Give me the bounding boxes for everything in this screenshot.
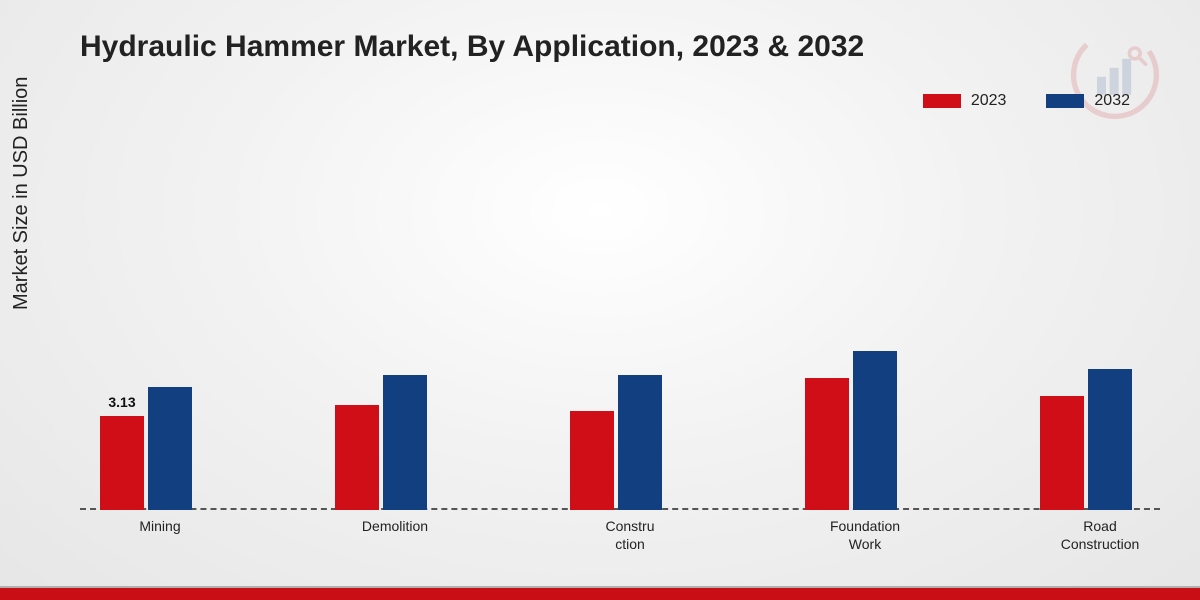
bar-2023-mining: 3.13 [100,416,144,510]
legend-item-2023: 2023 [923,92,1007,110]
bar-2023-foundation [805,378,849,510]
chart-canvas: Hydraulic Hammer Market, By Application,… [0,0,1200,600]
bar-2023-demolition [335,405,379,510]
bar-2032-demolition [383,375,427,510]
legend-item-2032: 2032 [1046,92,1130,110]
category-label-demolition: Demolition [329,510,461,536]
category-label-foundation: Foundation Work [799,510,931,553]
legend-swatch-2032 [1046,94,1084,108]
bar-2032-foundation [853,351,897,510]
footer-accent-bar [0,586,1200,600]
legend-label-2023: 2023 [971,92,1007,110]
bar-2032-mining [148,387,192,510]
category-label-construction: Constru ction [564,510,696,553]
bar-2032-road [1088,369,1132,510]
legend-label-2032: 2032 [1094,92,1130,110]
bar-value-label: 3.13 [108,394,135,410]
legend: 2023 2032 [923,92,1130,110]
legend-swatch-2023 [923,94,961,108]
plot-area: 3.13MiningDemolitionConstru ctionFoundat… [80,150,1160,510]
bar-2023-road [1040,396,1084,510]
y-axis-label: Market Size in USD Billion [10,77,33,310]
bar-2032-construction [618,375,662,510]
category-label-mining: Mining [94,510,226,536]
category-label-road: Road Construction [1034,510,1166,553]
chart-title: Hydraulic Hammer Market, By Application,… [80,30,864,64]
bar-2023-construction [570,411,614,510]
